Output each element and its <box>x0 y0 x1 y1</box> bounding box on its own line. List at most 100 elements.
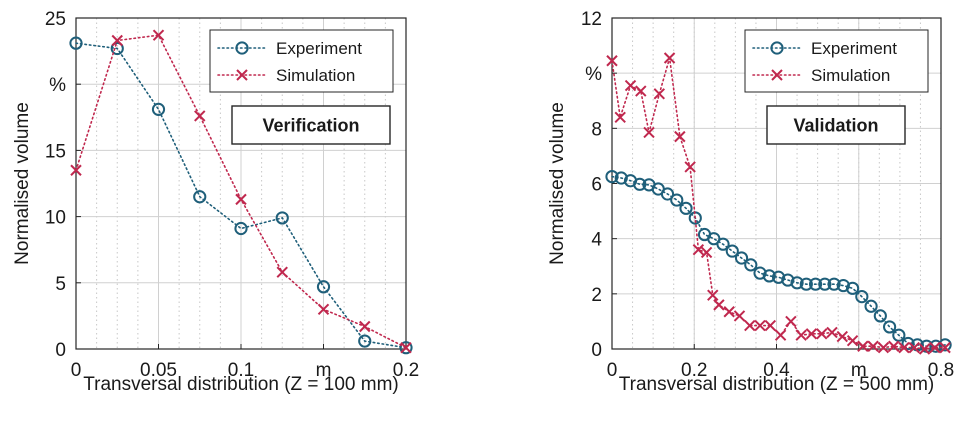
data-point <box>790 276 804 290</box>
annotation-label: Validation <box>793 116 878 136</box>
data-point <box>754 319 766 332</box>
data-point <box>887 340 900 352</box>
data-point <box>725 244 739 258</box>
legend: Experiment Simulation <box>744 29 929 93</box>
y-tick-label: 5 <box>55 274 66 295</box>
data-point <box>723 306 735 318</box>
y-axis-label: Normalised volume <box>547 102 568 265</box>
legend-entry: Experiment <box>811 39 897 58</box>
data-point <box>818 277 832 291</box>
data-point <box>660 187 675 201</box>
data-point <box>744 319 756 332</box>
y-axis-label: Normalised volume <box>12 102 33 265</box>
data-point <box>816 328 828 340</box>
data-point <box>679 201 693 215</box>
data-point <box>400 341 412 354</box>
y-tick-label: % <box>49 75 66 96</box>
data-point <box>276 266 288 278</box>
x-tick-label: 0.05 <box>140 360 177 381</box>
data-point <box>110 41 124 56</box>
data-point <box>929 341 941 354</box>
annotation-box: Validation <box>766 105 906 145</box>
data-point <box>799 277 813 291</box>
data-point <box>358 334 372 348</box>
series-experiment <box>605 170 952 353</box>
data-point <box>653 88 666 100</box>
x-tick-label: 0 <box>71 360 82 381</box>
data-point <box>744 258 758 272</box>
y-tick-label: 0 <box>55 340 66 361</box>
legend-entry: Simulation <box>811 66 890 85</box>
x-axis-label: Transversal distribution (Z = 100 mm) <box>83 374 399 395</box>
x-tick-label: m <box>851 360 867 381</box>
series-line <box>611 175 946 348</box>
y-tick-label: 8 <box>591 119 602 140</box>
data-point <box>316 280 331 294</box>
data-point <box>877 341 890 354</box>
data-point <box>194 110 206 122</box>
y-tick-label: 4 <box>591 230 602 251</box>
data-point <box>733 310 746 322</box>
data-point <box>69 36 83 50</box>
series-line <box>611 57 946 350</box>
legend-marker <box>236 69 248 81</box>
series-simulation <box>70 29 412 354</box>
data-point <box>918 343 931 355</box>
data-point <box>795 329 807 341</box>
data-point <box>275 211 289 225</box>
y-tick-label: 0 <box>591 340 602 361</box>
data-point <box>836 278 850 293</box>
data-point <box>855 289 869 304</box>
series-line <box>75 42 407 349</box>
data-point <box>857 340 869 352</box>
x-tick-label: 0.4 <box>763 360 790 381</box>
annotation-box: Verification <box>231 105 391 145</box>
data-point <box>882 320 897 334</box>
data-point <box>713 299 725 311</box>
data-point <box>359 320 371 333</box>
y-tick-label: 12 <box>581 9 602 30</box>
chart-verification: 0 0.05 0.1 m 0.2 0 5 10 15% 25 Transversal distrib… <box>12 9 419 395</box>
data-point <box>908 341 920 354</box>
data-point <box>399 341 413 355</box>
data-point <box>692 243 705 256</box>
y-tick-label: 10 <box>45 208 66 229</box>
x-tick-label: m <box>316 360 332 381</box>
data-point <box>864 299 878 313</box>
legend: Experiment Simulation <box>209 29 394 93</box>
data-point <box>614 171 628 185</box>
data-point <box>764 319 777 332</box>
data-point <box>643 126 655 139</box>
x-tick-label: 0.1 <box>228 360 254 381</box>
data-point <box>939 341 951 354</box>
y-tick-label: 6 <box>591 175 602 196</box>
data-point <box>845 281 860 295</box>
y-tick-label: 15 <box>45 141 66 162</box>
data-point <box>873 309 887 323</box>
data-point <box>901 336 915 351</box>
data-point <box>624 79 637 92</box>
data-point <box>234 221 248 236</box>
data-point <box>929 339 943 353</box>
data-point <box>753 266 767 280</box>
data-point <box>670 193 684 207</box>
data-point <box>734 251 749 265</box>
y-tick-label: % <box>585 64 602 85</box>
data-point <box>827 277 841 291</box>
data-point <box>771 270 786 284</box>
data-point <box>317 303 330 315</box>
x-tick-label: 0.2 <box>393 360 419 381</box>
legend-entry: Experiment <box>276 39 362 58</box>
data-point <box>892 328 906 342</box>
data-point <box>235 193 247 206</box>
x-tick-label: 0 <box>607 360 618 381</box>
series-experiment <box>69 36 413 355</box>
data-point <box>898 341 910 354</box>
data-point <box>674 130 686 143</box>
data-point <box>938 338 952 352</box>
data-point <box>700 246 713 259</box>
data-point <box>70 164 82 176</box>
data-point <box>193 190 207 204</box>
data-point <box>663 52 676 64</box>
